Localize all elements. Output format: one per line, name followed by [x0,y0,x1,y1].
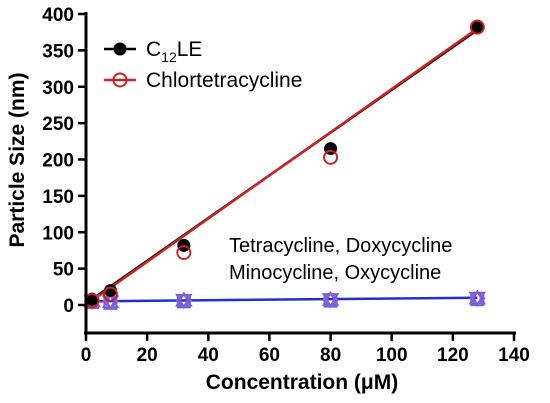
legend-label-c12le-suffix: LE [177,38,203,61]
legend-label-c12le-subscript: 12 [161,49,177,65]
data-point-series-1 [103,283,117,297]
x-tick-label: 40 [198,345,219,366]
y-tick-label: 350 [42,41,74,62]
legend-label-c12le-prefix: C [146,38,161,61]
fit-line-2 [85,27,479,307]
y-tick-label: 150 [42,187,74,208]
y-tick-label: 100 [42,223,74,244]
legend-marker-chlortetracycline [112,72,128,88]
legend: C12LE Chlortetracycline [104,38,302,92]
x-tick-label: 0 [81,345,92,366]
data-point-series-1 [470,20,484,34]
legend-label-chlortetracycline: Chlortetracycline [146,69,302,92]
annotation-line-2: Minocycline, Oxycycline [229,262,441,284]
x-axis-title: Concentration (μM) [206,371,399,394]
y-tick-label: 400 [42,5,74,26]
x-tick-label: 60 [259,345,280,366]
legend-marker-c12le [113,42,127,56]
y-tick-label: 250 [42,114,74,135]
x-tick-label: 100 [376,345,408,366]
tick-labels: 0 50 100 150 200 250 300 350 400 0 20 40 60 80 100 120 1… [42,5,530,366]
x-tick-label: 140 [498,345,530,366]
x-tick-label: 120 [437,345,469,366]
data-points [83,19,487,311]
data-point-series-6 [322,291,339,309]
fit-line-3 [85,296,478,303]
y-axis-title: Particle Size (nm) [6,72,29,247]
data-point-series-2 [323,149,339,165]
y-tick-label: 0 [63,296,74,317]
y-tick-label: 200 [42,151,74,172]
legend-label-c12le: C12LE [146,38,202,65]
axes [78,12,516,341]
data-point-series-2 [176,245,192,261]
data-point-series-6 [175,292,193,310]
data-point-series-6 [468,290,486,307]
x-tick-label: 20 [137,345,158,366]
y-tick-label: 300 [42,78,74,99]
fit-lines [85,27,479,307]
data-point-series-2 [102,286,118,302]
data-point-series-2 [469,19,485,35]
x-tick-label: 80 [320,345,341,366]
annotation-line-1: Tetracycline, Doxycycline [229,235,452,257]
y-tick-label: 50 [53,260,74,281]
